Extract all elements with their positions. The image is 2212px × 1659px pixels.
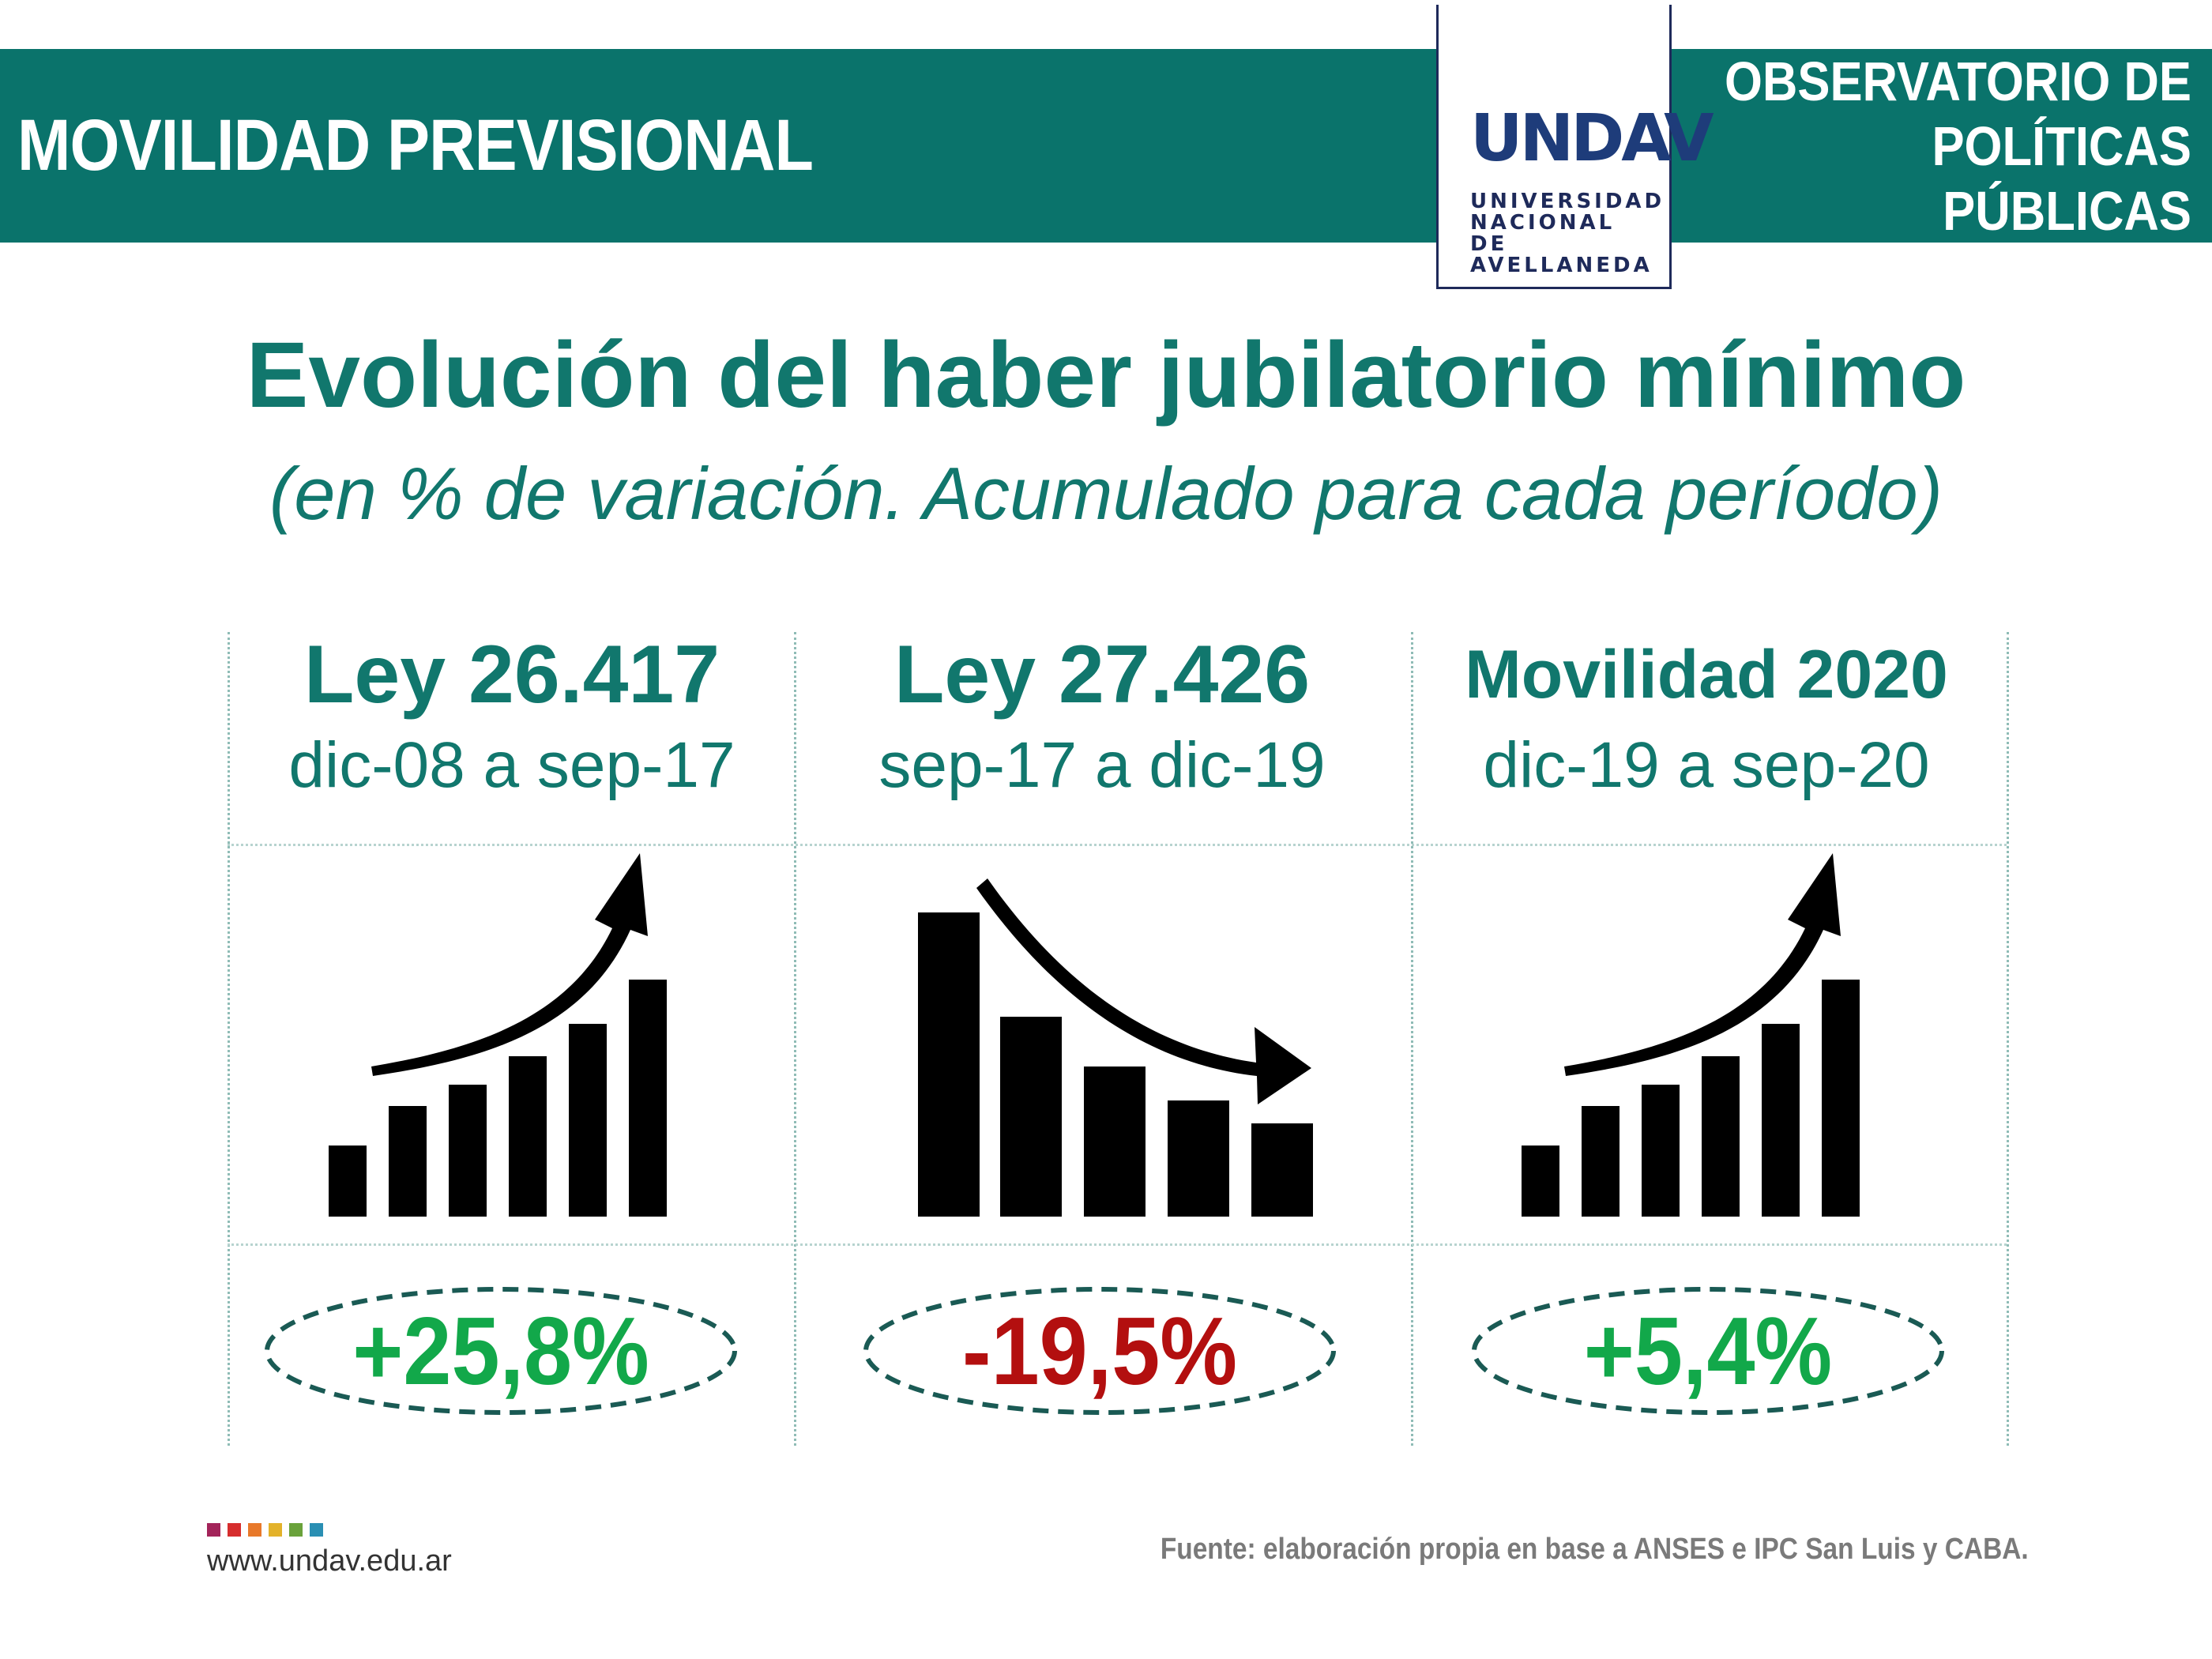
period-3-value: +5,4% [1583, 1297, 1833, 1405]
period-3-law: Movilidad 2020 [1465, 637, 1948, 713]
website-link[interactable]: www.undav.edu.ar [207, 1544, 452, 1578]
header-band [0, 49, 2212, 243]
period-2-law: Ley 27.426 [893, 629, 1311, 720]
period-2-value: -19,5% [962, 1297, 1237, 1405]
color-dot [228, 1523, 241, 1537]
trend-up-icon [1522, 853, 1860, 1217]
brand-color-dots [207, 1523, 323, 1537]
grid-line-horizontal [228, 1243, 2007, 1246]
section-title: MOVILIDAD PREVISIONAL [17, 105, 814, 186]
grid-line-horizontal [228, 844, 2007, 846]
observatory-title-line1: OBSERVATORIO DE [1724, 50, 2191, 112]
value-ellipse [863, 1287, 1336, 1415]
page-title: Evolución del haber jubilatorio mínimo [246, 323, 1966, 427]
grid-line-vertical [228, 632, 230, 1446]
color-dot [289, 1523, 303, 1537]
logo-line-2: NACIONAL DE [1470, 211, 1616, 256]
source-note: Fuente: elaboración propia en base a ANS… [1161, 1533, 2029, 1566]
grid-line-vertical [2007, 632, 2009, 1446]
trend-up-icon [329, 853, 667, 1217]
page-subtitle: (en % de variación. Acumulado para cada … [269, 452, 1943, 535]
undav-logo[interactable]: UNDAV UNIVERSIDAD NACIONAL DE AVELLANEDA [1436, 5, 1714, 289]
color-dot [207, 1523, 220, 1537]
period-3-range: dic-19 a sep-20 [1483, 729, 1930, 801]
grid-line-vertical [1411, 632, 1413, 1446]
trend-down-icon [918, 878, 1313, 1217]
logo-line-3: AVELLANEDA [1470, 254, 1653, 277]
undav-logo-mark: UNDAV [1470, 101, 1714, 176]
color-dot [269, 1523, 282, 1537]
observatory-title-line2: POLÍTICAS PÚBLICAS [1932, 115, 2191, 242]
value-ellipse [265, 1287, 737, 1415]
period-1-law: Ley 26.417 [303, 629, 720, 720]
color-dot [248, 1523, 261, 1537]
period-1-range: dic-08 a sep-17 [288, 729, 735, 801]
observatory-title: OBSERVATORIO DE POLÍTICAS PÚBLICAS [1705, 49, 2191, 243]
grid-line-vertical [794, 632, 796, 1446]
undav-logo-text: UNIVERSIDAD NACIONAL DE AVELLANEDA [1470, 190, 1665, 277]
value-ellipse [1472, 1287, 1944, 1415]
logo-line-1: UNIVERSIDAD [1470, 190, 1665, 213]
color-dot [310, 1523, 323, 1537]
period-1-value: +25,8% [352, 1297, 649, 1405]
period-2-range: sep-17 a dic-19 [878, 729, 1326, 801]
